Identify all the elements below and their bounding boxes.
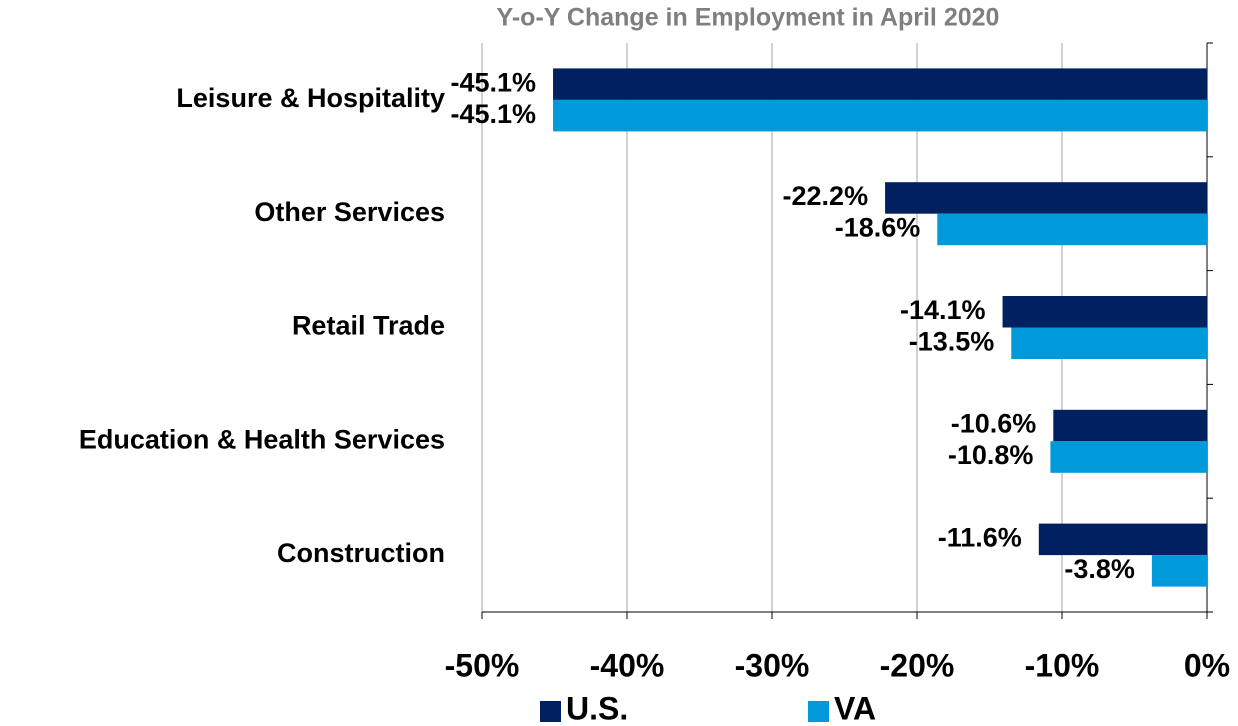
value-label: -3.8%: [1064, 554, 1135, 584]
bar: [885, 182, 1207, 214]
category-label: Retail Trade: [292, 311, 445, 341]
bar: [937, 213, 1207, 246]
x-tick-label: -20%: [880, 647, 955, 683]
bar: [553, 68, 1207, 100]
value-label: -13.5%: [909, 326, 995, 356]
legend-swatch: [808, 701, 829, 722]
legend-label: VA: [834, 690, 876, 726]
bar: [1151, 555, 1207, 587]
category-label: Education & Health Services: [79, 424, 445, 454]
category-label: Leisure & Hospitality: [176, 83, 445, 113]
x-tick-label: 0%: [1184, 647, 1230, 683]
legend-label: U.S.: [566, 690, 628, 726]
bar: [1038, 523, 1207, 556]
value-label: -18.6%: [835, 213, 921, 243]
value-label: -14.1%: [900, 295, 986, 325]
category-label: Other Services: [254, 197, 445, 227]
bar: [553, 99, 1207, 132]
x-tick-label: -30%: [735, 647, 810, 683]
x-tick-label: -40%: [590, 647, 665, 683]
bar: [1050, 441, 1207, 473]
value-label: -45.1%: [450, 67, 536, 97]
bar: [1053, 409, 1207, 442]
bar: [1002, 296, 1207, 328]
value-label: -11.6%: [938, 522, 1022, 552]
value-label: -45.1%: [450, 99, 536, 129]
x-tick-label: -10%: [1025, 647, 1100, 683]
legend-swatch: [540, 701, 561, 722]
value-label: -10.6%: [951, 409, 1037, 439]
value-label: -22.2%: [783, 181, 869, 211]
chart-title: Y-o-Y Change in Employment in April 2020: [497, 4, 1000, 32]
bar: [1011, 327, 1207, 359]
category-label: Construction: [277, 538, 445, 568]
x-tick-label: -50%: [445, 647, 520, 683]
value-label: -10.8%: [948, 440, 1034, 470]
